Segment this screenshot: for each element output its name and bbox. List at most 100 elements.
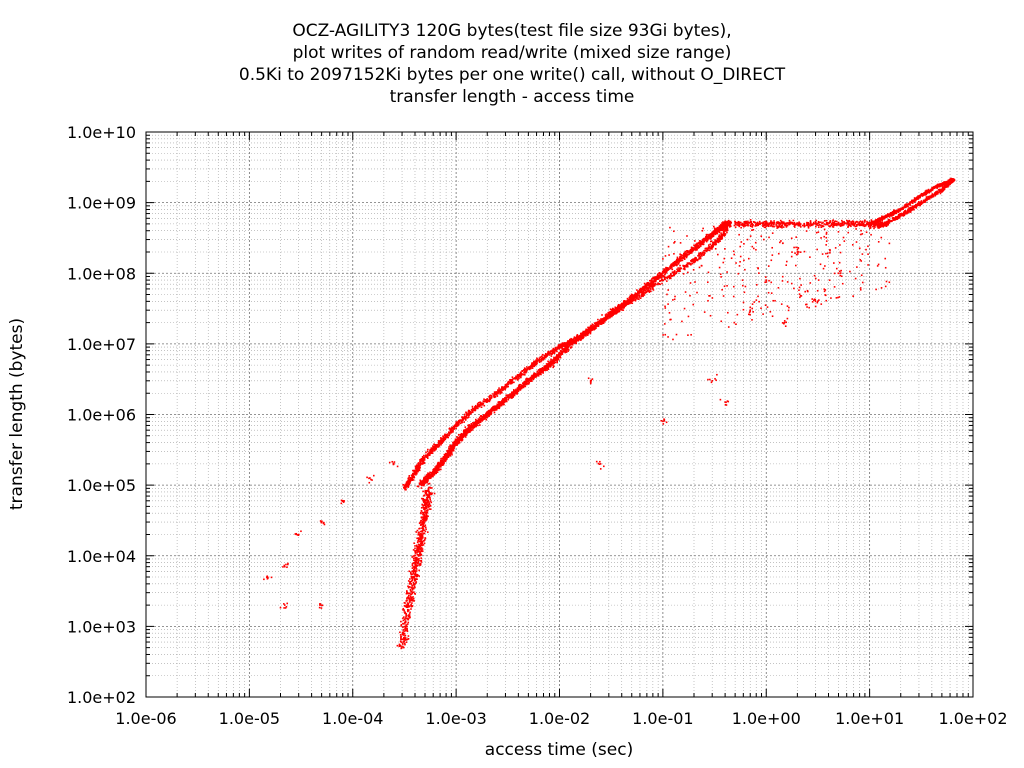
data-point bbox=[535, 360, 538, 363]
data-point bbox=[601, 322, 603, 325]
data-point bbox=[435, 446, 437, 449]
data-point bbox=[687, 262, 690, 265]
data-point bbox=[465, 416, 468, 419]
data-point bbox=[412, 474, 414, 477]
data-point bbox=[638, 296, 640, 299]
data-point bbox=[654, 278, 657, 281]
data-point bbox=[652, 285, 654, 288]
data-point bbox=[501, 403, 504, 406]
data-point bbox=[433, 449, 436, 452]
data-point bbox=[423, 462, 426, 464]
data-point bbox=[624, 301, 626, 304]
data-point bbox=[721, 222, 724, 225]
data-point bbox=[477, 407, 479, 410]
data-point bbox=[532, 364, 534, 366]
data-point bbox=[483, 416, 485, 419]
data-point bbox=[443, 455, 445, 458]
data-point bbox=[531, 367, 534, 369]
data-point bbox=[516, 377, 518, 380]
data-point bbox=[476, 407, 478, 409]
data-point bbox=[553, 360, 556, 363]
data-point bbox=[405, 484, 407, 487]
data-point bbox=[626, 300, 629, 302]
data-point bbox=[533, 377, 535, 380]
data-point bbox=[413, 472, 416, 475]
data-point bbox=[614, 311, 617, 313]
data-point bbox=[756, 223, 759, 226]
data-point bbox=[705, 240, 708, 243]
data-point bbox=[660, 278, 663, 281]
data-point bbox=[473, 421, 476, 424]
data-point bbox=[461, 439, 464, 441]
data-point bbox=[556, 356, 559, 358]
data-point bbox=[557, 344, 560, 346]
data-point bbox=[698, 246, 701, 249]
data-point bbox=[553, 356, 555, 359]
data-point bbox=[453, 428, 455, 430]
data-point bbox=[754, 225, 757, 227]
data-point bbox=[535, 376, 537, 378]
data-point bbox=[550, 358, 552, 361]
data-point bbox=[456, 424, 459, 427]
data-point bbox=[585, 328, 588, 331]
data-point bbox=[544, 354, 547, 357]
data-point bbox=[451, 448, 453, 450]
data-point bbox=[634, 292, 637, 294]
data-point bbox=[631, 300, 634, 302]
data-point bbox=[466, 417, 469, 419]
data-point bbox=[550, 352, 552, 355]
data-point bbox=[652, 277, 655, 279]
data-point bbox=[643, 289, 645, 292]
data-point bbox=[490, 396, 493, 399]
data-point bbox=[488, 399, 491, 401]
data-point bbox=[691, 252, 693, 254]
data-point bbox=[485, 412, 487, 415]
data-point bbox=[570, 337, 572, 340]
data-point bbox=[669, 266, 671, 269]
data-point bbox=[440, 461, 443, 464]
data-point bbox=[497, 392, 499, 395]
data-point bbox=[426, 454, 428, 457]
data-point bbox=[729, 222, 731, 224]
data-point bbox=[521, 370, 524, 372]
data-point bbox=[442, 458, 444, 460]
data-point bbox=[560, 343, 562, 346]
data-point bbox=[496, 407, 499, 410]
data-point bbox=[597, 325, 600, 328]
data-point bbox=[619, 304, 621, 306]
data-point bbox=[547, 364, 549, 367]
data-point bbox=[446, 451, 449, 453]
data-point bbox=[562, 348, 564, 350]
data-point bbox=[625, 301, 628, 303]
data-point bbox=[523, 381, 526, 384]
data-point bbox=[486, 411, 489, 414]
data-point bbox=[478, 416, 481, 419]
data-point bbox=[724, 233, 727, 235]
data-point bbox=[518, 385, 521, 387]
data-point bbox=[741, 222, 743, 225]
data-point bbox=[475, 425, 477, 428]
data-point bbox=[502, 400, 504, 402]
data-point bbox=[621, 303, 624, 306]
data-point bbox=[677, 263, 680, 265]
data-point bbox=[717, 229, 720, 232]
data-point bbox=[447, 454, 450, 456]
data-point bbox=[678, 258, 680, 261]
data-point bbox=[722, 233, 725, 236]
data-point bbox=[734, 226, 737, 228]
data-point bbox=[551, 362, 554, 364]
data-point bbox=[738, 224, 741, 226]
data-point bbox=[622, 305, 624, 307]
data-point bbox=[424, 475, 427, 478]
data-point bbox=[419, 458, 421, 461]
data-point bbox=[533, 362, 536, 365]
data-point bbox=[454, 438, 457, 441]
data-point bbox=[531, 377, 533, 380]
data-point bbox=[540, 360, 542, 363]
data-point bbox=[521, 385, 523, 388]
data-point bbox=[611, 307, 614, 310]
data-point bbox=[532, 374, 535, 377]
data-point bbox=[540, 359, 543, 362]
data-point bbox=[560, 347, 563, 349]
data-point bbox=[422, 482, 424, 485]
